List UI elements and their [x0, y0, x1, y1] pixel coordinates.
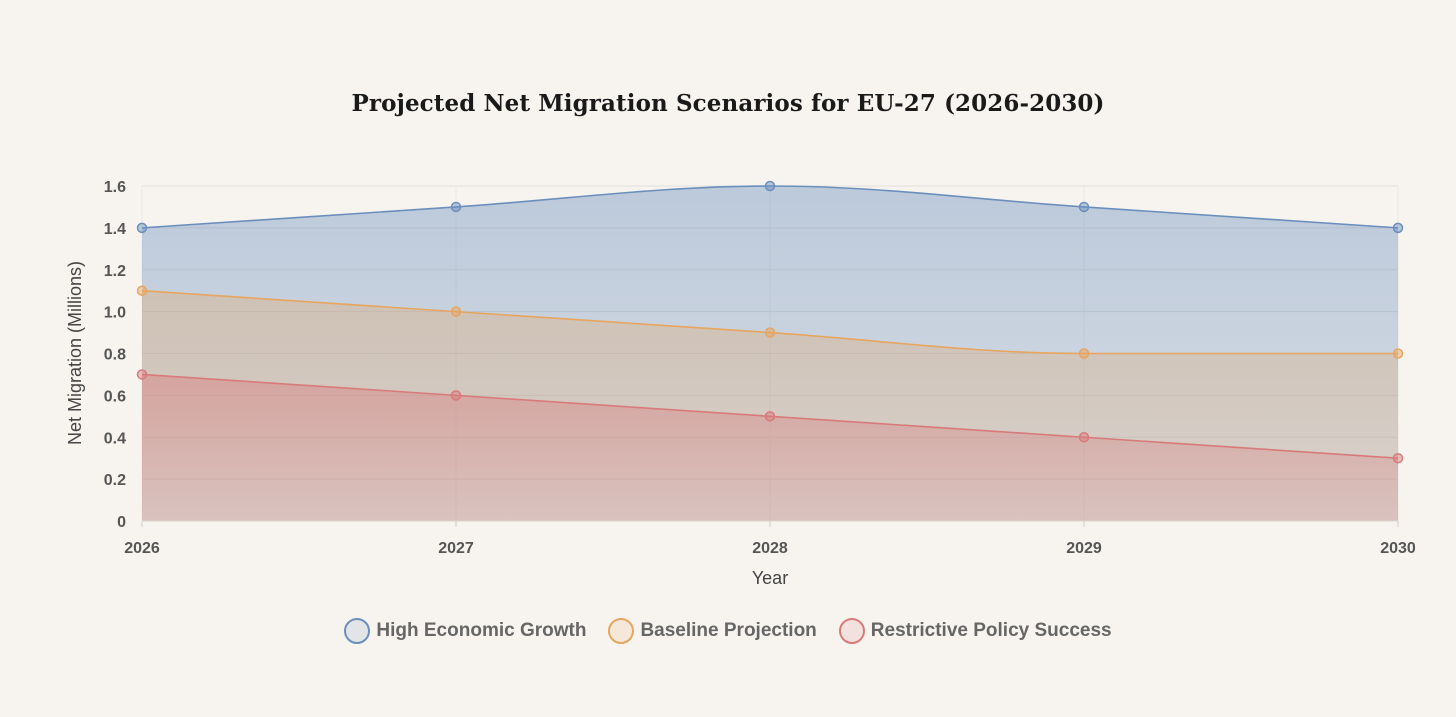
data-point-2-1[interactable]: [450, 390, 462, 401]
y-tick-label: 1.6: [104, 179, 126, 196]
legend-item-2[interactable]: Restrictive Policy Success: [838, 618, 1112, 644]
y-tick-label: 0.4: [104, 430, 126, 447]
data-point-2-0[interactable]: [136, 369, 148, 380]
data-point-2-4[interactable]: [1392, 452, 1404, 464]
series-line-1: [141, 289, 1398, 355]
legend-swatch: [344, 618, 371, 644]
data-point-0-1[interactable]: [450, 201, 462, 213]
x-tick-label: 2026: [124, 540, 160, 557]
x-tick-label: 2027: [438, 540, 474, 557]
data-point-0-4[interactable]: [1392, 222, 1404, 234]
data-point-0-2[interactable]: [764, 180, 776, 192]
y-tick-label: 1.4: [104, 221, 126, 238]
series-line-2: [141, 373, 1399, 459]
y-tick-label: 0.6: [104, 388, 126, 405]
legend: High Economic Growth Baseline Projection R…: [0, 618, 1456, 644]
y-tick-label: 0.2: [104, 472, 126, 489]
y-tick-label: 1.0: [104, 305, 126, 322]
x-tick-label: 2029: [1066, 540, 1102, 557]
data-point-1-1[interactable]: [450, 306, 462, 317]
y-tick-label: 0.8: [104, 347, 126, 364]
data-point-1-4[interactable]: [1392, 348, 1404, 359]
legend-item-1[interactable]: Baseline Projection: [608, 618, 817, 644]
series-area-2: [142, 374, 1398, 521]
x-tick-label: 2028: [752, 540, 788, 557]
y-tick-label: 0: [117, 514, 126, 531]
legend-swatch: [608, 618, 635, 644]
legend-swatch: [838, 618, 865, 644]
data-point-2-2[interactable]: [764, 411, 776, 422]
data-point-0-3[interactable]: [1078, 201, 1090, 213]
series-points: [136, 180, 1404, 464]
x-axis-title: Year: [752, 568, 788, 588]
x-tick-label: 2030: [1380, 540, 1416, 557]
data-point-2-3[interactable]: [1078, 432, 1090, 443]
data-point-1-0[interactable]: [136, 285, 148, 296]
legend-label: High Economic Growth: [376, 620, 587, 641]
y-axis-title: Net Migration (Millions): [65, 261, 85, 445]
data-point-1-3[interactable]: [1078, 348, 1090, 359]
chart-title: Projected Net Migration Scenarios for EU…: [351, 90, 1105, 117]
series-areas: [142, 186, 1398, 521]
data-point-1-2[interactable]: [764, 327, 776, 338]
axes: 0 0.2 0.4 0.6 0.8 1.0 1.2 1.4 1.6 2026 2027 2028 202…: [104, 179, 1416, 557]
legend-label: Restrictive Policy Success: [870, 620, 1112, 641]
data-point-0-0[interactable]: [136, 222, 148, 234]
series-line-0: [141, 185, 1399, 229]
series-lines: [141, 185, 1399, 459]
legend-label: Baseline Projection: [640, 620, 817, 641]
y-tick-label: 1.2: [104, 263, 126, 280]
legend-item-0[interactable]: High Economic Growth: [344, 618, 586, 644]
